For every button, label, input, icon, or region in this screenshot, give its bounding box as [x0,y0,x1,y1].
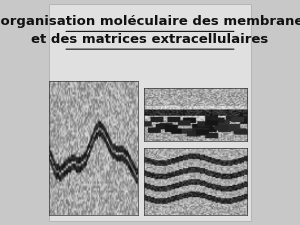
FancyBboxPatch shape [49,4,251,221]
Text: et des matrices extracellulaires: et des matrices extracellulaires [32,33,268,46]
Text: L'organisation moléculaire des membranes: L'organisation moléculaire des membranes [0,15,300,28]
